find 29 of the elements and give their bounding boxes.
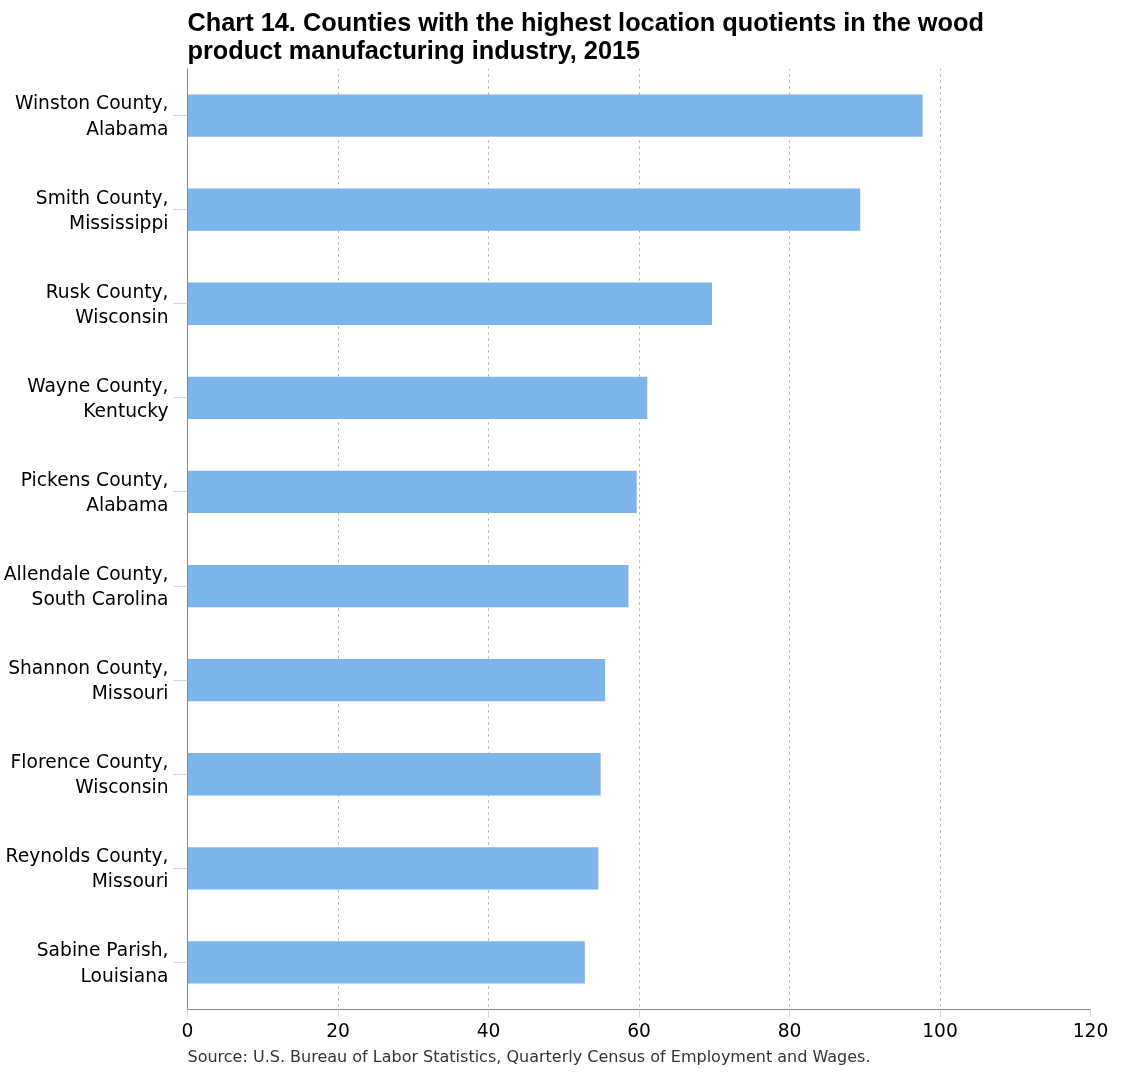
x-tick-label: 0 — [181, 1019, 194, 1041]
x-tick-label: 100 — [922, 1019, 958, 1041]
bar — [187, 470, 637, 514]
y-tick-label: Florence County, Wisconsin — [10, 751, 169, 798]
bar — [187, 753, 601, 796]
y-tick-label: Allendale County, South Carolina — [3, 562, 169, 610]
x-tick-label: 40 — [476, 1019, 501, 1041]
bar — [187, 376, 648, 420]
bar — [187, 94, 923, 137]
y-tick-label: Shannon County, Missouri — [8, 657, 169, 704]
bar — [187, 847, 599, 890]
bar — [187, 188, 861, 231]
y-tick-label: Sabine Parish, Louisiana — [36, 939, 169, 986]
x-tick-label: 20 — [326, 1019, 350, 1041]
bar — [187, 941, 585, 984]
source-note: Source: U.S. Bureau of Labor Statistics, Quarterly Census of Employment and Wages. — [187, 1046, 871, 1066]
bar — [187, 658, 606, 702]
x-tick-label: 60 — [627, 1019, 651, 1041]
x-tick-label: 120 — [1072, 1019, 1109, 1041]
bar — [187, 282, 712, 325]
y-tick-label: Wayne County, Kentucky — [27, 374, 169, 421]
y-tick-label: Winston County, Alabama — [14, 92, 169, 139]
y-tick-label: Pickens County, Alabama — [20, 468, 169, 516]
chart-title: Chart 14. Counties with the highest location quotients in the wood product manufacturing industry, 2015 — [187, 7, 984, 64]
x-tick-label: 80 — [777, 1019, 802, 1041]
y-tick-label: Rusk County, Wisconsin — [45, 280, 169, 327]
y-tick-label: Reynolds County, Missouri — [5, 845, 169, 892]
y-tick-label: Smith County, Mississippi — [35, 186, 169, 233]
bar — [187, 564, 629, 608]
